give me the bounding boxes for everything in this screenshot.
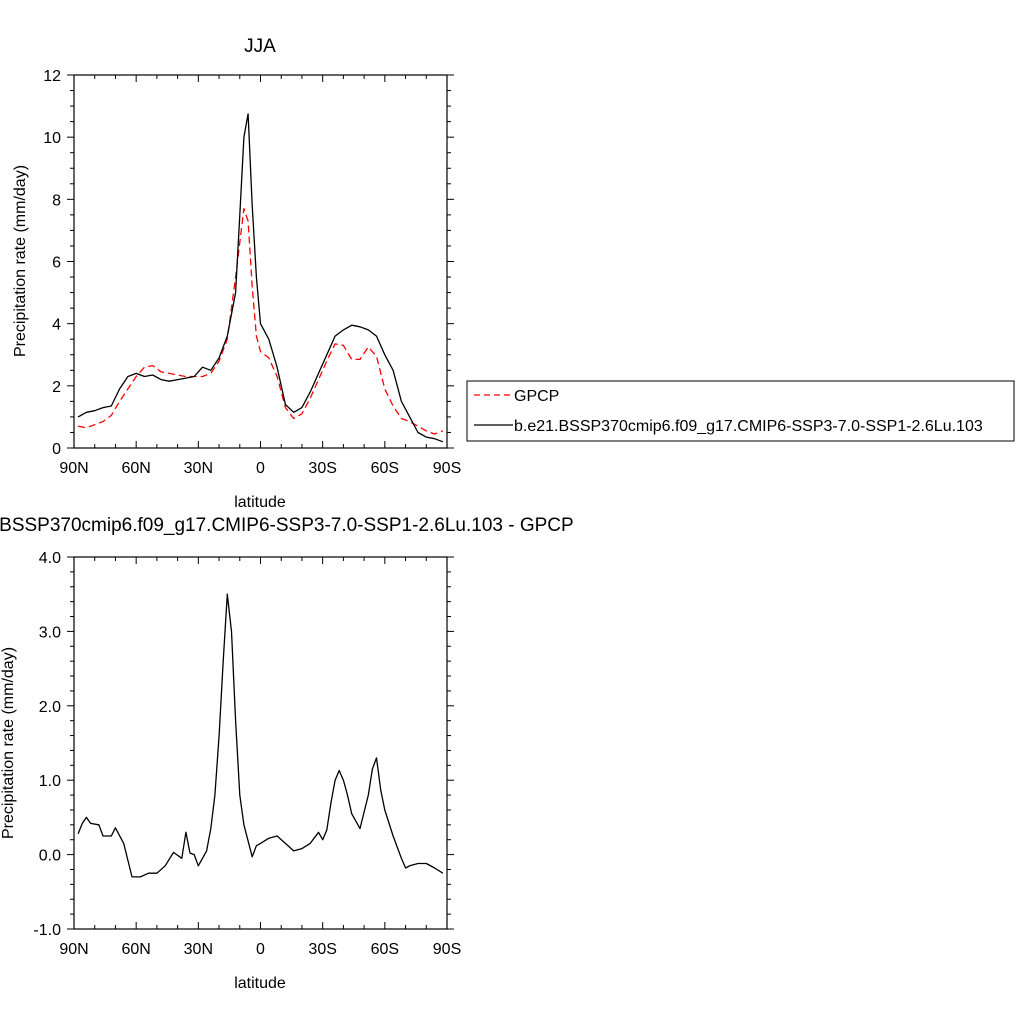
bottom-x-tick-label: 0 (256, 941, 265, 958)
top-x-tick-label: 90S (433, 460, 461, 477)
bottom-chart-title: b.e21.BSSP370cmip6.f09_g17.CMIP6-SSP3-7.… (0, 515, 574, 536)
top-x-tick-label: 30S (308, 460, 336, 477)
top-x-tick-label: 30N (184, 460, 213, 477)
top-chart: JJA 90N 60N 30N 0 30S 60S 90S 0 2 4 6 8 10 12 latitud… (12, 36, 461, 511)
bottom-y-tick-label: 2.0 (39, 699, 61, 716)
legend-box (466, 380, 1015, 442)
bottom-plot-frame (73, 556, 448, 930)
top-y-tick-label: 2 (52, 379, 61, 396)
top-series-line-1 (77, 113, 444, 443)
bottom-y-tick-label: 1.0 (39, 773, 61, 790)
legend: GPCP b.e21.BSSP370cmip6.f09_g17.CMIP6-SS… (466, 380, 1015, 442)
top-y-tick-label: 10 (43, 130, 61, 147)
legend-model-label: b.e21.BSSP370cmip6.f09_g17.CMIP6-SSP3-7.… (514, 418, 983, 435)
bottom-y-tick-label: 0.0 (39, 848, 61, 865)
top-x-tick-label: 0 (256, 460, 265, 477)
top-y-tick-label: 6 (52, 255, 61, 272)
top-y-tick-label: 12 (43, 68, 61, 85)
top-x-tick-label: 90N (59, 460, 88, 477)
top-y-axis-label: Precipitation rate (mm/day) (12, 165, 29, 357)
top-x-tick-label: 60S (371, 460, 399, 477)
top-series-group (77, 113, 444, 443)
bottom-y-tick-label: 3.0 (39, 624, 61, 641)
bottom-x-tick-label: 90N (59, 941, 88, 958)
top-y-tick-label: 8 (52, 192, 61, 209)
top-y-tick-label: 0 (52, 441, 61, 458)
bottom-x-axis-label: latitude (234, 975, 286, 992)
bottom-x-tick-label: 30S (308, 941, 336, 958)
top-x-axis-label: latitude (234, 494, 286, 511)
top-axis-ticks: 90N 60N 30N 0 30S 60S 90S 0 2 4 6 8 10 12 (43, 68, 461, 477)
bottom-chart: b.e21.BSSP370cmip6.f09_g17.CMIP6-SSP3-7.… (0, 515, 574, 992)
top-y-tick-label: 4 (52, 317, 61, 334)
bottom-axis-ticks: 90N 60N 30N 0 30S 60S 90S -1.0 0.0 1.0 2.0 3.0 4.0 (33, 550, 461, 958)
bottom-x-tick-label: 60N (121, 941, 150, 958)
top-plot-frame (73, 74, 448, 449)
bottom-x-tick-label: 30N (184, 941, 213, 958)
bottom-series-group (77, 593, 444, 878)
bottom-y-axis-label: Precipitation rate (mm/day) (0, 647, 17, 839)
bottom-series-line-0 (77, 593, 444, 878)
legend-gpcp-label: GPCP (514, 388, 559, 405)
top-series-line-0 (77, 208, 444, 435)
bottom-x-tick-label: 60S (371, 941, 399, 958)
top-chart-title: JJA (244, 36, 276, 57)
bottom-x-tick-label: 90S (433, 941, 461, 958)
bottom-y-tick-label: 4.0 (39, 550, 61, 567)
bottom-y-tick-label: -1.0 (33, 922, 61, 939)
top-x-tick-label: 60N (121, 460, 150, 477)
